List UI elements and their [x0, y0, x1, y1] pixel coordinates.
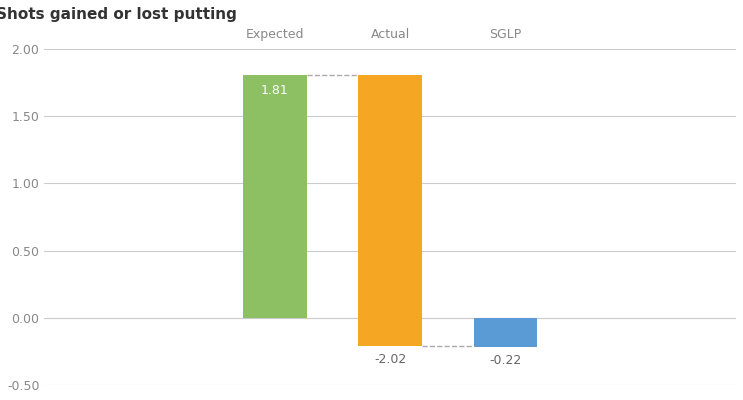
- Bar: [243, 74, 307, 318]
- Text: 1.81: 1.81: [261, 84, 289, 97]
- Bar: [358, 74, 422, 346]
- Text: -2.02: -2.02: [374, 353, 406, 366]
- Text: -0.22: -0.22: [490, 354, 522, 367]
- Text: SGLP: SGLP: [490, 28, 522, 41]
- Text: Shots gained or lost putting: Shots gained or lost putting: [0, 7, 237, 22]
- Bar: [474, 318, 537, 348]
- Text: Actual: Actual: [371, 28, 410, 41]
- Text: Expected: Expected: [246, 28, 304, 41]
